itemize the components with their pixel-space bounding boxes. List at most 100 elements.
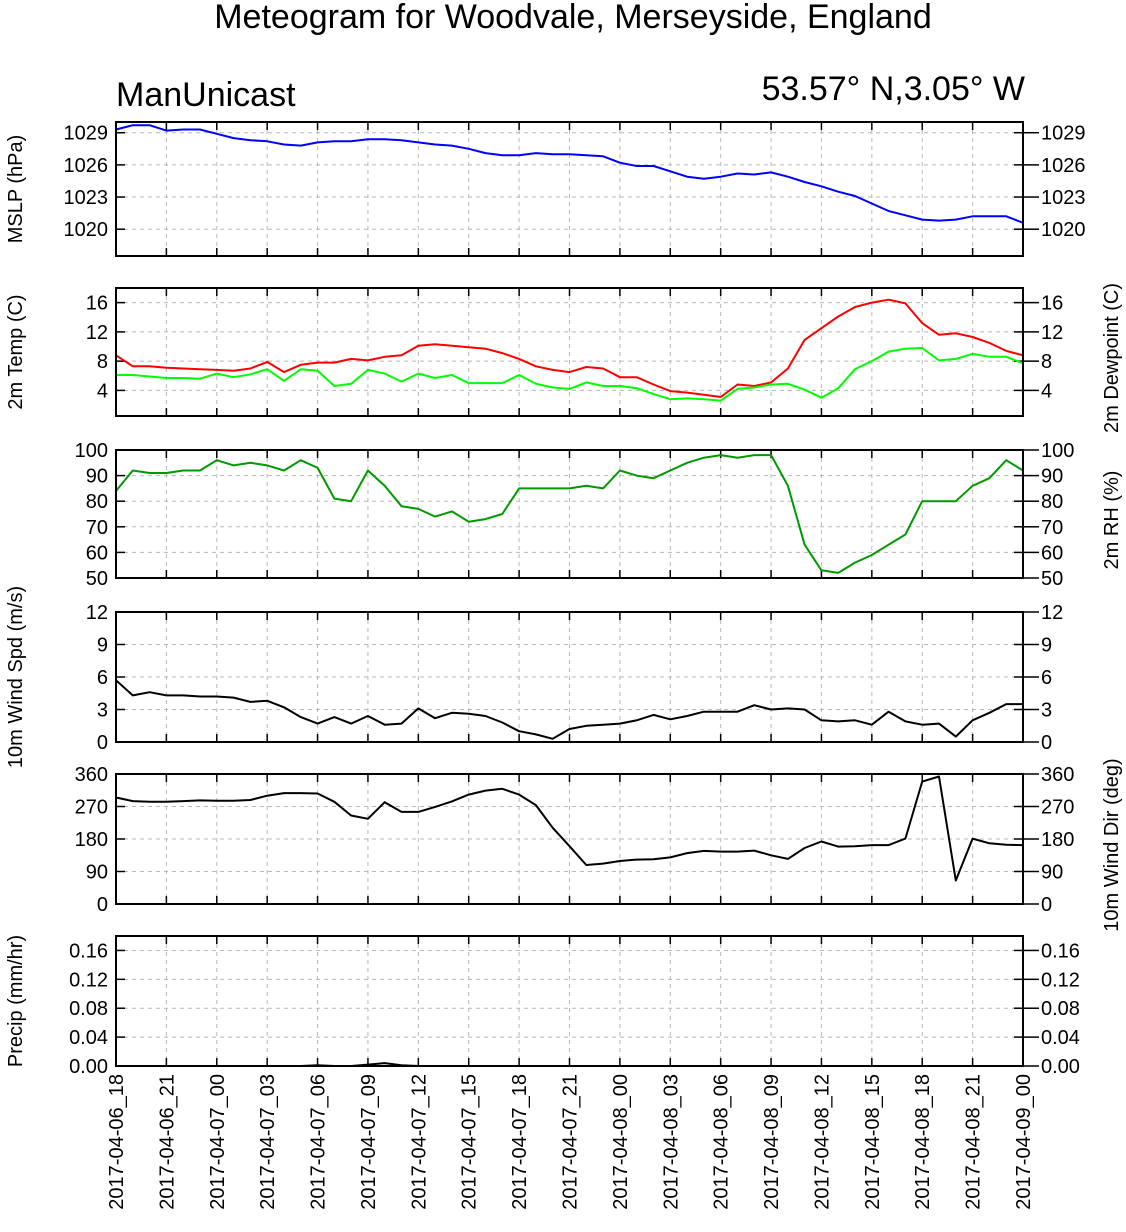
y-tick-label-right: 360: [1041, 764, 1074, 786]
x-tick-label: 2017-04-07_12: [408, 1074, 430, 1210]
y-tick-label-left: 180: [75, 829, 108, 851]
y-tick-label-left: 3: [97, 700, 108, 722]
y-tick-label-right: 0.12: [1041, 969, 1080, 991]
y-tick-label-right: 6: [1041, 667, 1052, 689]
x-tick-label: 2017-04-08_18: [912, 1074, 934, 1210]
y-tick-label-left: 0: [97, 732, 108, 754]
y-tick-label-left: 12: [86, 322, 108, 344]
panel-temp: 4 4 8 8 12 12 16 16 2m Temp (C) 2m Dewpoint (C): [5, 283, 1123, 433]
y-tick-label-right: 1029: [1041, 123, 1086, 145]
panel-frame: [115, 449, 1024, 579]
panel-frame: [115, 611, 1024, 743]
y-axis-title-right: 2m RH (%): [1101, 471, 1123, 570]
y-tick-label-right: 3: [1041, 700, 1052, 722]
panel-frame: [115, 935, 1024, 1067]
series-line-wind-dir-0: [115, 775, 1024, 882]
x-tick-label: 2017-04-08_21: [963, 1074, 985, 1210]
panel-wind-dir: 0 0 90 90 180 180 270 270 360 360 10m Wind Dir (de…: [75, 758, 1123, 931]
y-tick-label-left: 12: [86, 602, 108, 624]
y-tick-label-left: 1020: [64, 219, 109, 241]
x-tick-label: 2017-04-09_00: [1013, 1074, 1035, 1210]
x-tick-label: 2017-04-07_15: [459, 1074, 481, 1210]
y-tick-label-right: 0.04: [1041, 1027, 1080, 1049]
y-tick-label-left: 8: [97, 351, 108, 373]
series-line-mslp-0: [115, 124, 1024, 224]
y-tick-label-right: 9: [1041, 635, 1052, 657]
panel-frame: [115, 121, 1024, 257]
y-tick-label-right: 180: [1041, 829, 1074, 851]
y-tick-label-left: 80: [86, 491, 108, 513]
y-tick-label-right: 0.00: [1041, 1056, 1080, 1078]
y-tick-label-left: 50: [86, 568, 108, 590]
y-tick-label-left: 0.00: [69, 1056, 108, 1078]
series-line-wind-speed-0: [115, 679, 1023, 740]
y-axis-title-left: 10m Wind Spd (m/s): [5, 586, 27, 768]
y-tick-label-left: 4: [97, 380, 108, 402]
y-axis-title-left: Precip (mm/hr): [5, 935, 27, 1067]
x-tick-label: 2017-04-08_06: [711, 1074, 733, 1210]
series-line-temp-1: [116, 347, 1024, 402]
panel-frame: [115, 773, 1024, 905]
series-line-rh-0: [115, 454, 1024, 574]
chart-subtitle-right: 53.57° N,3.05° W: [762, 70, 1025, 108]
x-tick-label: 2017-04-07_09: [358, 1074, 380, 1210]
y-tick-label-right: 60: [1041, 542, 1063, 564]
y-tick-label-right: 100: [1041, 440, 1074, 462]
x-tick-label: 2017-04-08_12: [811, 1074, 833, 1210]
y-tick-label-left: 60: [86, 542, 108, 564]
y-tick-label-right: 70: [1041, 517, 1063, 539]
y-tick-label-right: 1026: [1041, 155, 1086, 177]
y-tick-label-right: 90: [1041, 466, 1063, 488]
panels: 1020 1020 1023 1023 1026 1026 1029 1029 MSLP (hP…: [5, 121, 1123, 1078]
y-tick-label-left: 6: [97, 667, 108, 689]
y-tick-label-left: 0.16: [69, 940, 108, 962]
y-tick-label-left: 1023: [64, 187, 109, 209]
y-tick-label-left: 360: [75, 764, 108, 786]
y-tick-label-right: 270: [1041, 797, 1074, 819]
y-tick-label-right: 8: [1041, 351, 1052, 373]
y-axis-title-left: 2m Temp (C): [5, 294, 27, 409]
x-tick-label: 2017-04-08_03: [660, 1074, 682, 1210]
y-tick-label-left: 100: [75, 440, 108, 462]
panel-mslp: 1020 1020 1023 1023 1026 1026 1029 1029 MSLP (hP…: [5, 121, 1086, 257]
y-tick-label-left: 70: [86, 517, 108, 539]
y-tick-label-right: 80: [1041, 491, 1063, 513]
y-tick-label-left: 0.08: [69, 998, 108, 1020]
y-axis-title-left: MSLP (hPa): [5, 135, 27, 244]
y-tick-label-right: 12: [1041, 602, 1063, 624]
y-tick-label-left: 0.12: [69, 969, 108, 991]
y-tick-label-left: 90: [86, 862, 108, 884]
y-tick-label-right: 0.16: [1041, 940, 1080, 962]
y-tick-label-left: 16: [86, 293, 108, 315]
y-tick-label-right: 4: [1041, 380, 1052, 402]
x-tick-label: 2017-04-06_18: [106, 1074, 128, 1210]
y-tick-label-left: 9: [97, 635, 108, 657]
y-tick-label-right: 16: [1041, 293, 1063, 315]
x-tick-label: 2017-04-07_00: [207, 1074, 229, 1210]
y-axis-title-right: 10m Wind Dir (deg): [1101, 758, 1123, 931]
y-tick-label-left: 270: [75, 797, 108, 819]
y-tick-label-right: 0.08: [1041, 998, 1080, 1020]
panel-rh: 50 50 60 60 70 70 80 80 90 90 100 100 2m RH (%): [75, 440, 1123, 590]
y-tick-label-right: 90: [1041, 862, 1063, 884]
chart-title: Meteogram for Woodvale, Merseyside, Engl…: [214, 0, 932, 36]
y-tick-label-left: 90: [86, 466, 108, 488]
y-tick-label-right: 1020: [1041, 219, 1086, 241]
y-tick-label-right: 0: [1041, 894, 1052, 916]
panel-wind-speed: 0 0 3 3 6 6 9 9 12 12 10m Wind Spd (m/s): [5, 586, 1063, 768]
x-tick-label: 2017-04-08_15: [862, 1074, 884, 1210]
x-tick-label: 2017-04-08_00: [610, 1074, 632, 1210]
y-tick-label-right: 0: [1041, 732, 1052, 754]
x-tick-label: 2017-04-07_18: [509, 1074, 531, 1210]
panel-frame: [115, 287, 1024, 417]
y-tick-label-right: 12: [1041, 322, 1063, 344]
time-axis: 2017-04-06_18 2017-04-06_21 2017-04-07_00 2…: [106, 1074, 1035, 1210]
y-tick-label-left: 1026: [64, 155, 109, 177]
x-tick-label: 2017-04-08_09: [761, 1074, 783, 1210]
x-tick-label: 2017-04-07_21: [560, 1074, 582, 1210]
x-tick-label: 2017-04-07_03: [257, 1074, 279, 1210]
y-tick-label-right: 50: [1041, 568, 1063, 590]
x-tick-label: 2017-04-07_06: [308, 1074, 330, 1210]
panel-precip: 0.00 0.00 0.04 0.04 0.08 0.08 0.12 0.12 0.16 0.16…: [5, 935, 1080, 1078]
